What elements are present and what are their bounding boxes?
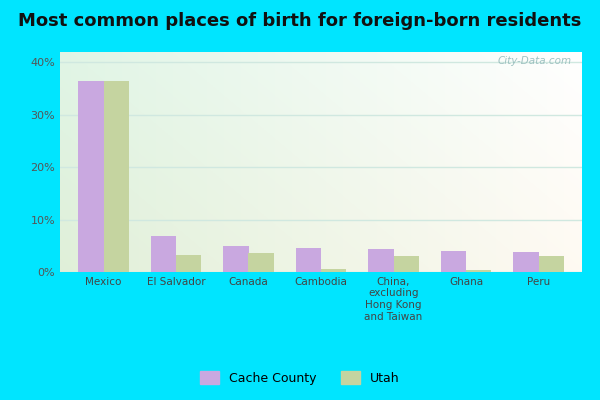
Bar xyxy=(151,236,176,272)
Bar xyxy=(394,256,419,272)
Bar xyxy=(321,269,346,272)
Bar xyxy=(466,270,491,272)
Bar xyxy=(78,81,104,272)
Text: Most common places of birth for foreign-born residents: Most common places of birth for foreign-… xyxy=(19,12,581,30)
Bar xyxy=(513,252,539,272)
Bar xyxy=(368,250,394,272)
Legend: Cache County, Utah: Cache County, Utah xyxy=(195,366,405,390)
Bar xyxy=(539,256,564,272)
Bar xyxy=(176,255,202,272)
Bar xyxy=(223,246,248,272)
Text: City-Data.com: City-Data.com xyxy=(497,56,572,66)
Bar xyxy=(296,248,321,272)
Bar xyxy=(248,253,274,272)
Bar xyxy=(104,81,129,272)
Bar xyxy=(440,250,466,272)
